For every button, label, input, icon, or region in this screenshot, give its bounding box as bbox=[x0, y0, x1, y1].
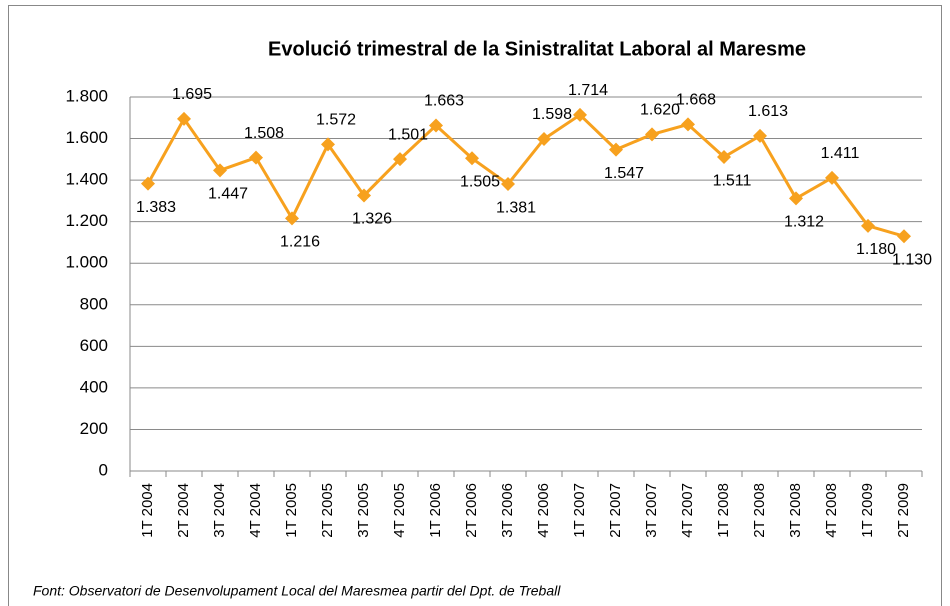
x-tick-label: 4T 2004 bbox=[247, 483, 264, 538]
x-tick-label: 2T 2008 bbox=[751, 483, 768, 538]
marker bbox=[465, 151, 479, 166]
y-tick-label: 1.800 bbox=[65, 86, 108, 105]
data-label: 1.714 bbox=[568, 82, 608, 99]
data-label: 1.613 bbox=[748, 103, 788, 120]
data-label: 1.411 bbox=[821, 145, 860, 162]
data-label: 1.326 bbox=[352, 211, 392, 228]
marker bbox=[393, 152, 407, 167]
line bbox=[146, 112, 905, 238]
y-tick-label: 1.000 bbox=[65, 253, 108, 272]
y-tick-label: 800 bbox=[80, 294, 108, 313]
y-tick-label: 1.400 bbox=[65, 170, 108, 189]
data-label: 1.180 bbox=[856, 241, 896, 258]
x-tick-label: 3T 2006 bbox=[499, 483, 516, 538]
marker bbox=[897, 229, 911, 244]
x-tick-label: 4T 2008 bbox=[823, 483, 840, 538]
x-tick-label: 2T 2007 bbox=[607, 483, 624, 538]
marker bbox=[177, 111, 191, 126]
marker bbox=[321, 137, 335, 152]
x-tick-label: 4T 2006 bbox=[535, 483, 552, 538]
x-tick-label: 2T 2006 bbox=[463, 483, 480, 538]
marker bbox=[249, 150, 263, 165]
y-tick-label: 1.600 bbox=[65, 128, 108, 147]
data-label: 1.501 bbox=[388, 126, 428, 143]
marker bbox=[753, 128, 767, 143]
x-tick-label: 3T 2005 bbox=[355, 483, 372, 538]
data-label: 1.505 bbox=[460, 174, 500, 191]
marker bbox=[717, 150, 731, 165]
marker bbox=[213, 163, 227, 178]
marker bbox=[645, 127, 659, 142]
data-label: 1.598 bbox=[532, 106, 572, 123]
marker bbox=[789, 191, 803, 206]
x-tick-label: 1T 2006 bbox=[427, 483, 444, 538]
x-tick-label: 1T 2005 bbox=[283, 483, 300, 538]
marker bbox=[429, 118, 443, 133]
x-tick-label: 2T 2005 bbox=[319, 483, 336, 538]
marker bbox=[501, 177, 515, 192]
data-label: 1.381 bbox=[496, 199, 536, 216]
data-label: 1.511 bbox=[713, 172, 752, 189]
data-label: 1.547 bbox=[604, 165, 644, 182]
marker bbox=[285, 211, 299, 226]
marker bbox=[825, 170, 839, 185]
x-tick-label: 1T 2008 bbox=[715, 483, 732, 538]
data-label: 1.695 bbox=[172, 86, 212, 103]
data-label: 1.508 bbox=[244, 125, 284, 142]
x-tick-label: 1T 2009 bbox=[859, 483, 876, 538]
marker bbox=[573, 107, 587, 122]
chart-frame bbox=[8, 5, 942, 606]
data-label: 1.620 bbox=[640, 102, 680, 119]
y-tick-label: 400 bbox=[80, 377, 108, 396]
x-tick-label: 1T 2004 bbox=[139, 483, 156, 538]
data-label: 1.668 bbox=[676, 92, 716, 109]
x-tick-label: 3T 2007 bbox=[643, 483, 660, 538]
chart-title: Evolució trimestral de la Sinistralitat … bbox=[268, 38, 806, 60]
data-label: 1.312 bbox=[784, 214, 824, 231]
marker bbox=[141, 176, 155, 191]
y-tick-label: 1.200 bbox=[65, 211, 108, 230]
data-label: 1.216 bbox=[280, 234, 320, 251]
x-tick-label: 4T 2007 bbox=[679, 483, 696, 538]
x-tick-label: 3T 2004 bbox=[211, 483, 228, 538]
x-tick-label: 3T 2008 bbox=[787, 483, 804, 538]
source-note: Font: Observatori de Desenvolupament Loc… bbox=[33, 583, 561, 599]
marker bbox=[861, 218, 875, 233]
data-label: 1.663 bbox=[424, 93, 464, 110]
data-label: 1.383 bbox=[136, 199, 176, 216]
x-tick-label: 1T 2007 bbox=[571, 483, 588, 538]
marker bbox=[681, 117, 695, 132]
y-tick-label: 0 bbox=[99, 460, 108, 479]
x-tick-label: 2T 2004 bbox=[175, 483, 192, 538]
x-tick-label: 2T 2009 bbox=[895, 483, 912, 538]
y-tick-label: 600 bbox=[80, 336, 108, 355]
marker bbox=[609, 142, 623, 157]
data-label: 1.572 bbox=[316, 112, 356, 129]
x-tick-label: 4T 2005 bbox=[391, 483, 408, 538]
data-label: 1.447 bbox=[208, 186, 248, 203]
marker bbox=[357, 188, 371, 203]
y-tick-label: 200 bbox=[80, 419, 108, 438]
marker bbox=[537, 131, 551, 146]
data-label: 1.130 bbox=[892, 251, 932, 268]
